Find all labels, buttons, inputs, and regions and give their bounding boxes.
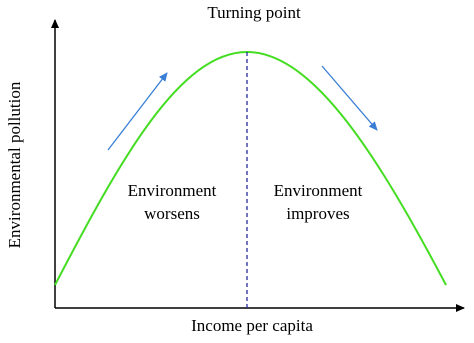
kuznets-curve: [54, 50, 447, 286]
region-label: Environment: [128, 181, 217, 200]
region-label: worsens: [144, 204, 200, 223]
x-axis-label: Income per capita: [191, 316, 313, 335]
region-label: improves: [286, 204, 349, 223]
rising-arrow: [107, 72, 168, 151]
region-label: Environment: [274, 181, 363, 200]
y-axis-label: Environmental pollution: [5, 81, 24, 248]
title: Turning point: [207, 3, 301, 22]
falling-arrow: [321, 65, 378, 131]
